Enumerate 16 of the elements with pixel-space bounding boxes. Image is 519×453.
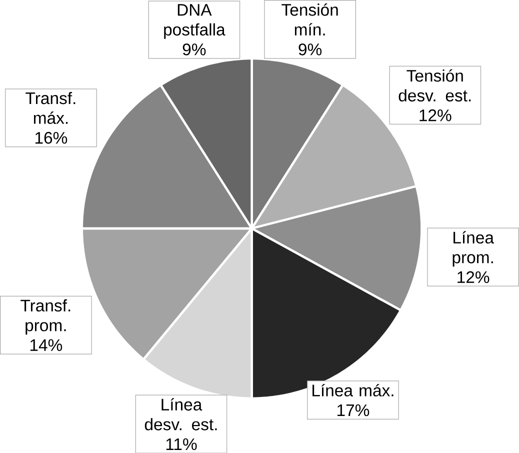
data-label: 17%	[338, 404, 370, 416]
slice-label: Línea prom.	[452, 230, 494, 266]
slice-label: Tensión desv. est.	[398, 69, 471, 102]
data-label: 16%	[35, 132, 68, 144]
data-label: 12%	[458, 271, 490, 283]
slice-label: Tensión mín.	[282, 3, 338, 36]
slice-label: Línea desv. est.	[144, 398, 217, 430]
data-label: 9%	[182, 43, 206, 56]
slice-label: Transf. prom.	[20, 299, 70, 334]
slice-label: Línea máx.	[312, 384, 394, 396]
slice-label: DNA postfalla	[164, 4, 226, 39]
data-label: 12%	[420, 109, 452, 121]
slice-label: Transf. máx.	[26, 92, 76, 124]
data-label: 14%	[30, 339, 62, 351]
data-label: 11%	[166, 438, 197, 450]
data-label: 9%	[298, 43, 322, 56]
